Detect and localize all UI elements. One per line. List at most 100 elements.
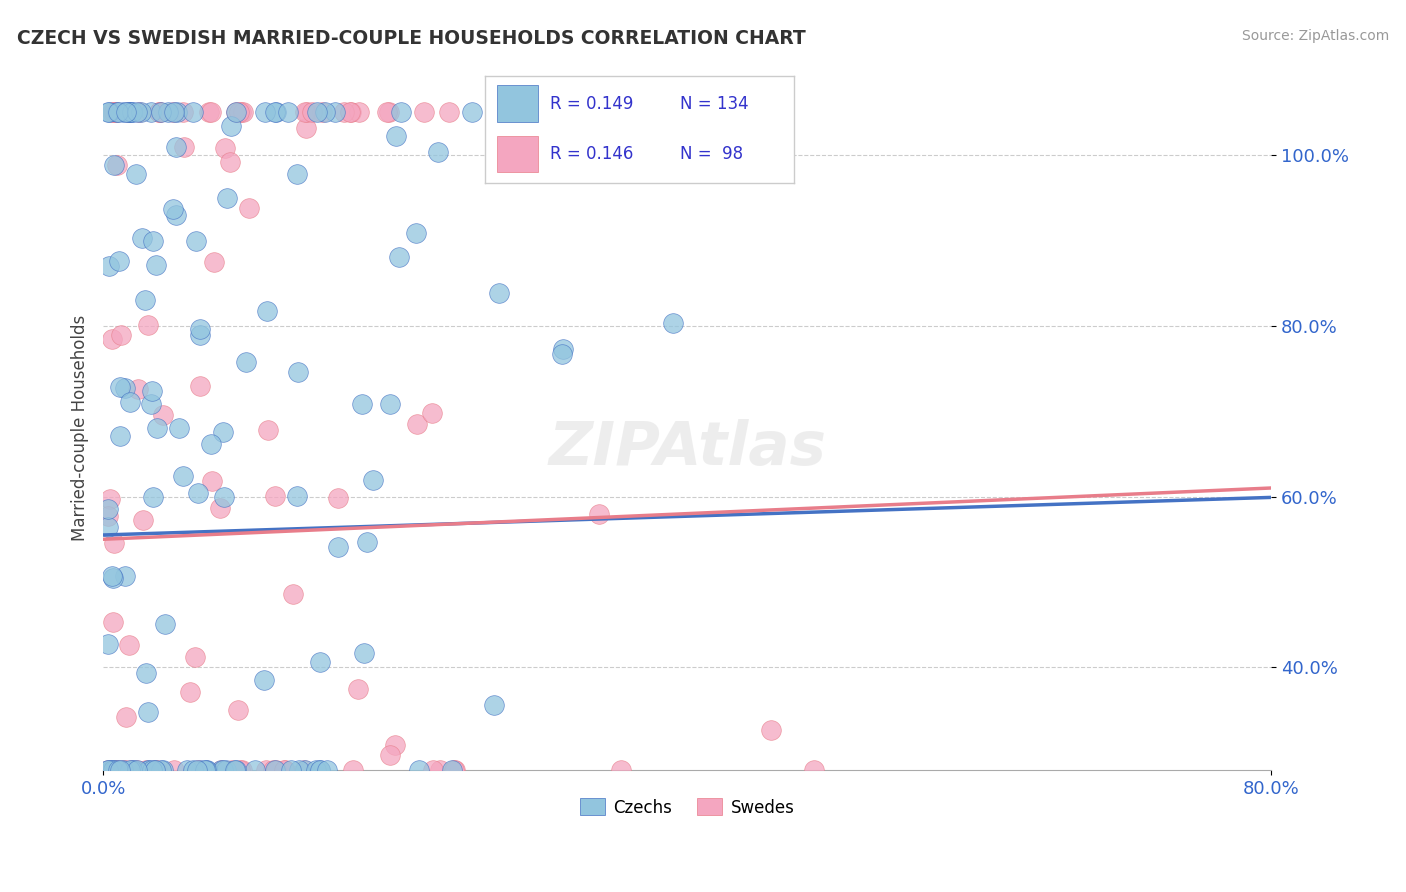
Point (194, 763, 217, 777)
Point (141, 384, 163, 399)
Point (221, 119, 243, 133)
Point (142, 490, 165, 504)
Point (127, 382, 149, 396)
Point (112, 763, 135, 777)
Point (264, 105, 287, 120)
Point (301, 105, 323, 120)
Point (117, 105, 139, 120)
Point (212, 490, 235, 504)
Point (323, 105, 346, 120)
Point (229, 105, 252, 120)
Point (163, 105, 186, 120)
Point (443, 763, 465, 777)
Point (108, 253, 131, 268)
Point (98, 492, 121, 507)
Point (139, 397, 162, 411)
Point (143, 763, 166, 777)
Point (385, 129, 408, 144)
Point (148, 105, 170, 120)
Point (114, 763, 136, 777)
Point (121, 763, 143, 777)
Point (195, 763, 218, 777)
Point (121, 105, 143, 120)
Point (612, 159, 634, 173)
Point (326, 491, 349, 505)
Point (378, 105, 401, 120)
Point (305, 105, 328, 120)
Point (560, 105, 582, 120)
Point (118, 395, 141, 409)
Point (96, 763, 118, 777)
Point (256, 423, 278, 437)
Point (353, 646, 375, 660)
Point (108, 429, 131, 443)
Point (429, 763, 451, 777)
Point (187, 486, 209, 500)
Point (145, 258, 167, 272)
Point (378, 397, 401, 411)
Point (105, 105, 128, 120)
Point (235, 355, 257, 369)
Point (118, 105, 141, 120)
Point (101, 615, 124, 630)
Point (292, 763, 315, 777)
Point (162, 202, 184, 216)
Point (225, 763, 247, 777)
Point (127, 763, 149, 777)
Point (482, 698, 505, 712)
Point (212, 425, 235, 439)
Point (143, 763, 166, 777)
Point (661, 316, 683, 330)
Point (103, 571, 125, 585)
Point (100, 569, 122, 583)
Point (277, 105, 299, 120)
Point (225, 105, 247, 120)
Text: Source: ZipAtlas.com: Source: ZipAtlas.com (1241, 29, 1389, 43)
Point (356, 534, 378, 549)
Point (264, 763, 287, 777)
Point (311, 105, 333, 120)
Point (188, 328, 211, 343)
Point (172, 469, 194, 483)
Point (316, 763, 339, 777)
Point (107, 763, 129, 777)
Text: R = 0.149: R = 0.149 (550, 95, 633, 112)
Point (186, 763, 208, 777)
Point (308, 763, 330, 777)
Point (361, 473, 384, 487)
Point (103, 763, 125, 777)
Point (309, 763, 332, 777)
Point (163, 763, 186, 777)
Point (287, 365, 309, 379)
Point (200, 437, 222, 451)
Point (388, 250, 411, 264)
Point (225, 105, 247, 120)
Point (115, 105, 138, 120)
Point (141, 763, 163, 777)
Point (437, 105, 460, 120)
Point (389, 105, 412, 120)
Point (280, 763, 302, 777)
Point (114, 381, 136, 395)
Point (127, 105, 149, 120)
Point (412, 105, 434, 120)
Point (165, 208, 187, 222)
Point (420, 406, 443, 420)
Text: N = 134: N = 134 (681, 95, 748, 112)
Point (132, 513, 155, 527)
Point (326, 540, 349, 554)
Point (96, 502, 118, 516)
Point (105, 763, 128, 777)
Point (214, 140, 236, 154)
Point (114, 569, 136, 583)
Point (803, 763, 825, 777)
Point (138, 318, 160, 333)
Point (165, 140, 187, 154)
Point (443, 763, 465, 777)
Point (243, 763, 266, 777)
Point (96, 637, 118, 651)
Point (551, 347, 574, 361)
Point (152, 409, 174, 423)
Point (256, 304, 278, 318)
Point (759, 723, 782, 738)
